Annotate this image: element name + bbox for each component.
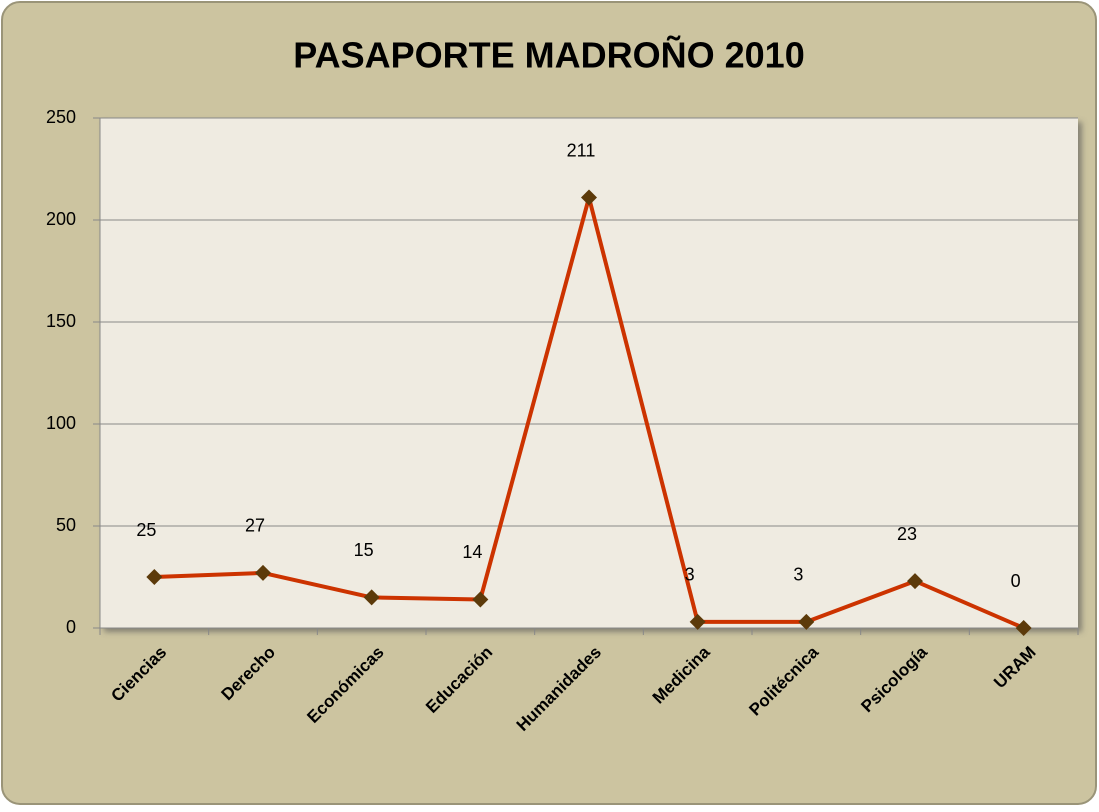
marker <box>472 591 489 608</box>
marker <box>798 613 815 630</box>
data-label: 15 <box>354 540 374 560</box>
marker <box>581 189 597 206</box>
marker <box>363 589 380 606</box>
chart-title: PASAPORTE MADROÑO 2010 <box>293 34 804 76</box>
data-label: 211 <box>567 140 596 160</box>
data-label: 14 <box>462 542 482 562</box>
y-tick-label: 150 <box>46 311 76 331</box>
data-label: 3 <box>793 565 803 585</box>
marker <box>146 569 163 585</box>
y-tick-label: 100 <box>46 413 76 433</box>
data-label: 23 <box>897 524 917 544</box>
y-tick-label: 200 <box>46 209 76 229</box>
y-tick-label: 250 <box>46 107 76 127</box>
marker <box>689 613 706 630</box>
data-label: 27 <box>245 516 265 536</box>
data-label: 3 <box>685 565 695 585</box>
marker <box>1015 620 1032 636</box>
data-label: 0 <box>1011 571 1021 591</box>
marker <box>255 564 271 581</box>
y-tick-label: 50 <box>56 515 76 535</box>
marker <box>907 573 923 590</box>
y-tick-label: 0 <box>66 617 76 637</box>
data-label: 25 <box>136 520 156 540</box>
